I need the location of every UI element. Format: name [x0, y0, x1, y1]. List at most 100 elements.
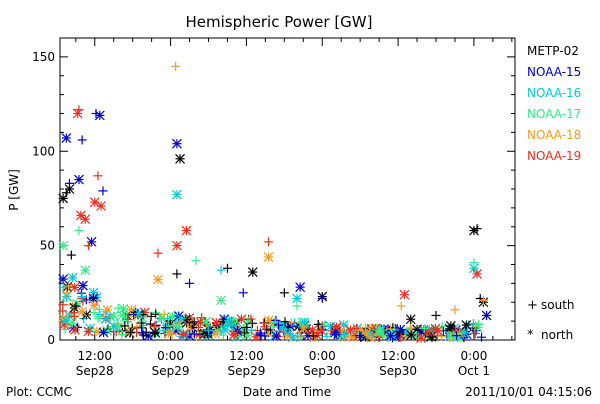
cluster-point — [83, 326, 94, 337]
cluster-point — [95, 312, 105, 322]
cluster-point — [119, 316, 129, 326]
cluster-point — [432, 325, 443, 336]
cluster-point — [60, 315, 71, 326]
y-tick-label-0: 0 — [47, 333, 55, 347]
cluster-point — [468, 319, 478, 329]
point-metp-02 — [66, 250, 76, 260]
point-noaa-15 — [295, 282, 306, 293]
legend-entry-noaa-18: NOAA-18 — [527, 128, 581, 142]
point-noaa-15 — [77, 135, 87, 145]
cluster-point — [189, 329, 199, 339]
x-tick-time-label: 12:00 — [381, 349, 416, 363]
legend: METP-02 NOAA-15 NOAA-16 NOAA-17 NOAA-18 NOAA-… — [527, 44, 581, 163]
cluster-point — [64, 281, 74, 291]
cluster-point — [108, 311, 119, 322]
point-noaa-18 — [77, 306, 88, 317]
cluster-point — [113, 303, 123, 313]
cluster-point — [88, 300, 99, 311]
cluster-point — [345, 324, 356, 335]
cluster-point — [280, 317, 290, 327]
x-axis: 12:00Sep280:00Sep2912:00Sep290:00Sep3012… — [75, 38, 513, 378]
point-metp-02 — [247, 267, 258, 277]
cluster-point — [93, 313, 103, 323]
cluster-point — [189, 317, 199, 327]
cluster-point — [145, 319, 155, 329]
point-noaa-15 — [98, 186, 108, 196]
x-tick-date-label: Oct 1 — [458, 364, 490, 378]
cluster-point — [319, 320, 329, 330]
point-noaa-19 — [472, 269, 483, 279]
point-noaa-19 — [399, 289, 410, 300]
cluster-point — [298, 323, 309, 333]
point-noaa-15 — [481, 310, 492, 321]
marker-legend: + south * north — [527, 298, 575, 343]
cluster-point — [112, 319, 122, 329]
cluster-point — [220, 324, 231, 335]
cluster-point — [239, 328, 249, 338]
cluster-point — [149, 321, 159, 331]
point-noaa-17 — [80, 265, 91, 276]
point-noaa-15 — [171, 138, 182, 149]
cluster-point — [360, 323, 370, 333]
cluster-point — [176, 313, 187, 324]
point-noaa-15 — [94, 110, 105, 121]
cluster-point — [322, 331, 332, 341]
cluster-point — [240, 327, 250, 337]
cluster-point — [71, 301, 81, 311]
y-axis-label: P [GW] — [7, 169, 21, 211]
cluster-point — [246, 325, 256, 335]
point-noaa-16 — [58, 282, 68, 292]
x-axis-label: Date and Time — [243, 385, 331, 399]
x-tick-date-label: Sep28 — [76, 364, 114, 378]
marker-legend-glyph: + — [527, 298, 538, 313]
x-tick-time-label: 12:00 — [77, 349, 112, 363]
cluster-point — [308, 331, 318, 341]
marker-legend-label-north: north — [541, 328, 573, 342]
cluster-point — [120, 321, 130, 331]
point-noaa-15 — [74, 174, 84, 185]
point-noaa-19 — [153, 248, 163, 258]
cluster-point — [88, 293, 98, 303]
x-tick-date-label: Sep29 — [227, 364, 265, 378]
cluster-point — [167, 329, 177, 339]
cluster-point — [117, 330, 127, 340]
point-noaa-18 — [61, 288, 71, 298]
cluster-point — [155, 313, 165, 323]
point-noaa-17 — [469, 258, 479, 268]
cluster-point — [445, 321, 456, 331]
x-tick-date-label: Sep30 — [303, 364, 341, 378]
cluster-point — [117, 310, 128, 321]
cluster-point — [255, 330, 265, 340]
point-metp-02 — [58, 193, 69, 204]
cluster-point — [263, 315, 274, 326]
cluster-point — [67, 317, 78, 328]
cluster-point — [355, 331, 365, 341]
cluster-point — [133, 308, 144, 319]
cluster-point — [388, 323, 398, 333]
cluster-point — [246, 314, 256, 324]
cluster-point — [268, 322, 278, 332]
point-noaa-15 — [185, 278, 195, 288]
point-noaa-19 — [264, 237, 274, 247]
cluster-point — [102, 325, 112, 336]
point-noaa-17 — [216, 295, 227, 306]
cluster-point — [260, 322, 270, 332]
cluster-point — [377, 330, 387, 340]
y-axis: 0 50 100 150 — [32, 50, 515, 347]
point-noaa-16 — [171, 189, 182, 200]
marker-legend-label-south: south — [541, 298, 575, 312]
point-noaa-19 — [93, 171, 103, 181]
cluster-point — [172, 321, 183, 332]
footer-plot-credit: Plot: CCMC — [6, 385, 72, 399]
cluster-point — [98, 327, 109, 338]
legend-entry-noaa-15: NOAA-15 — [527, 65, 581, 79]
point-noaa-16 — [216, 265, 226, 275]
cluster-point — [58, 274, 69, 284]
cluster-point — [419, 323, 429, 333]
point-noaa-18 — [263, 252, 274, 262]
point-noaa-18 — [450, 305, 460, 315]
cluster-point — [260, 331, 270, 341]
y-tick-label-150: 150 — [32, 50, 55, 64]
